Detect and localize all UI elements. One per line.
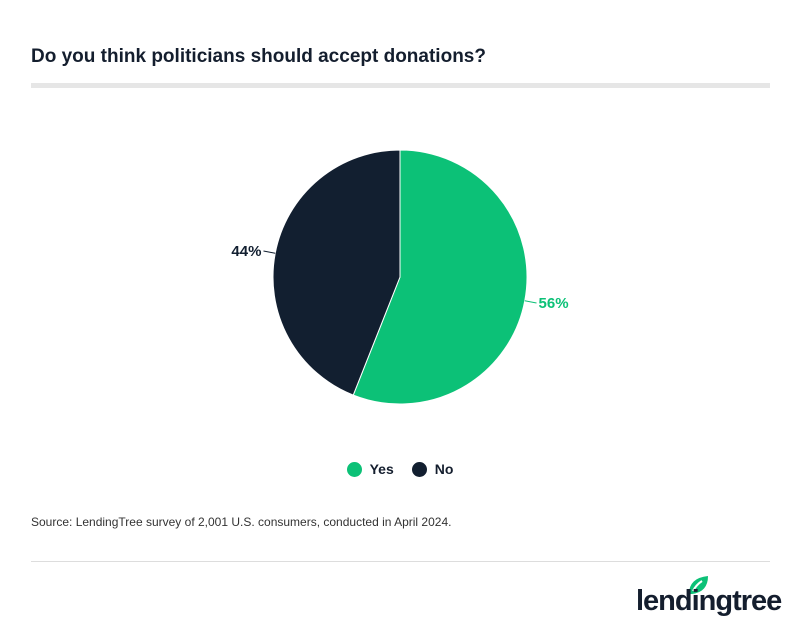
legend-item-yes: Yes [346, 461, 394, 477]
legend-label-yes: Yes [369, 461, 394, 477]
source-note: Source: LendingTree survey of 2,001 U.S.… [31, 515, 452, 529]
divider [31, 561, 770, 562]
legend-item-no: No [411, 461, 454, 477]
lendingtree-logo: lendingtree [636, 574, 782, 618]
leader-line [524, 300, 537, 304]
logo-text: lendingtree [636, 585, 782, 617]
data-label-no: 44% [231, 243, 261, 260]
legend-label-no: No [434, 461, 454, 477]
chart-title: Do you think politicians should accept d… [31, 46, 486, 67]
divider [31, 83, 770, 88]
data-label-yes: 56% [539, 295, 569, 312]
leader-line [263, 250, 276, 254]
leaf-icon [689, 576, 708, 594]
legend: Yes No [0, 461, 800, 477]
legend-swatch-yes [346, 461, 362, 477]
pie-slice-yes [352, 149, 528, 405]
legend-swatch-no [411, 461, 427, 477]
